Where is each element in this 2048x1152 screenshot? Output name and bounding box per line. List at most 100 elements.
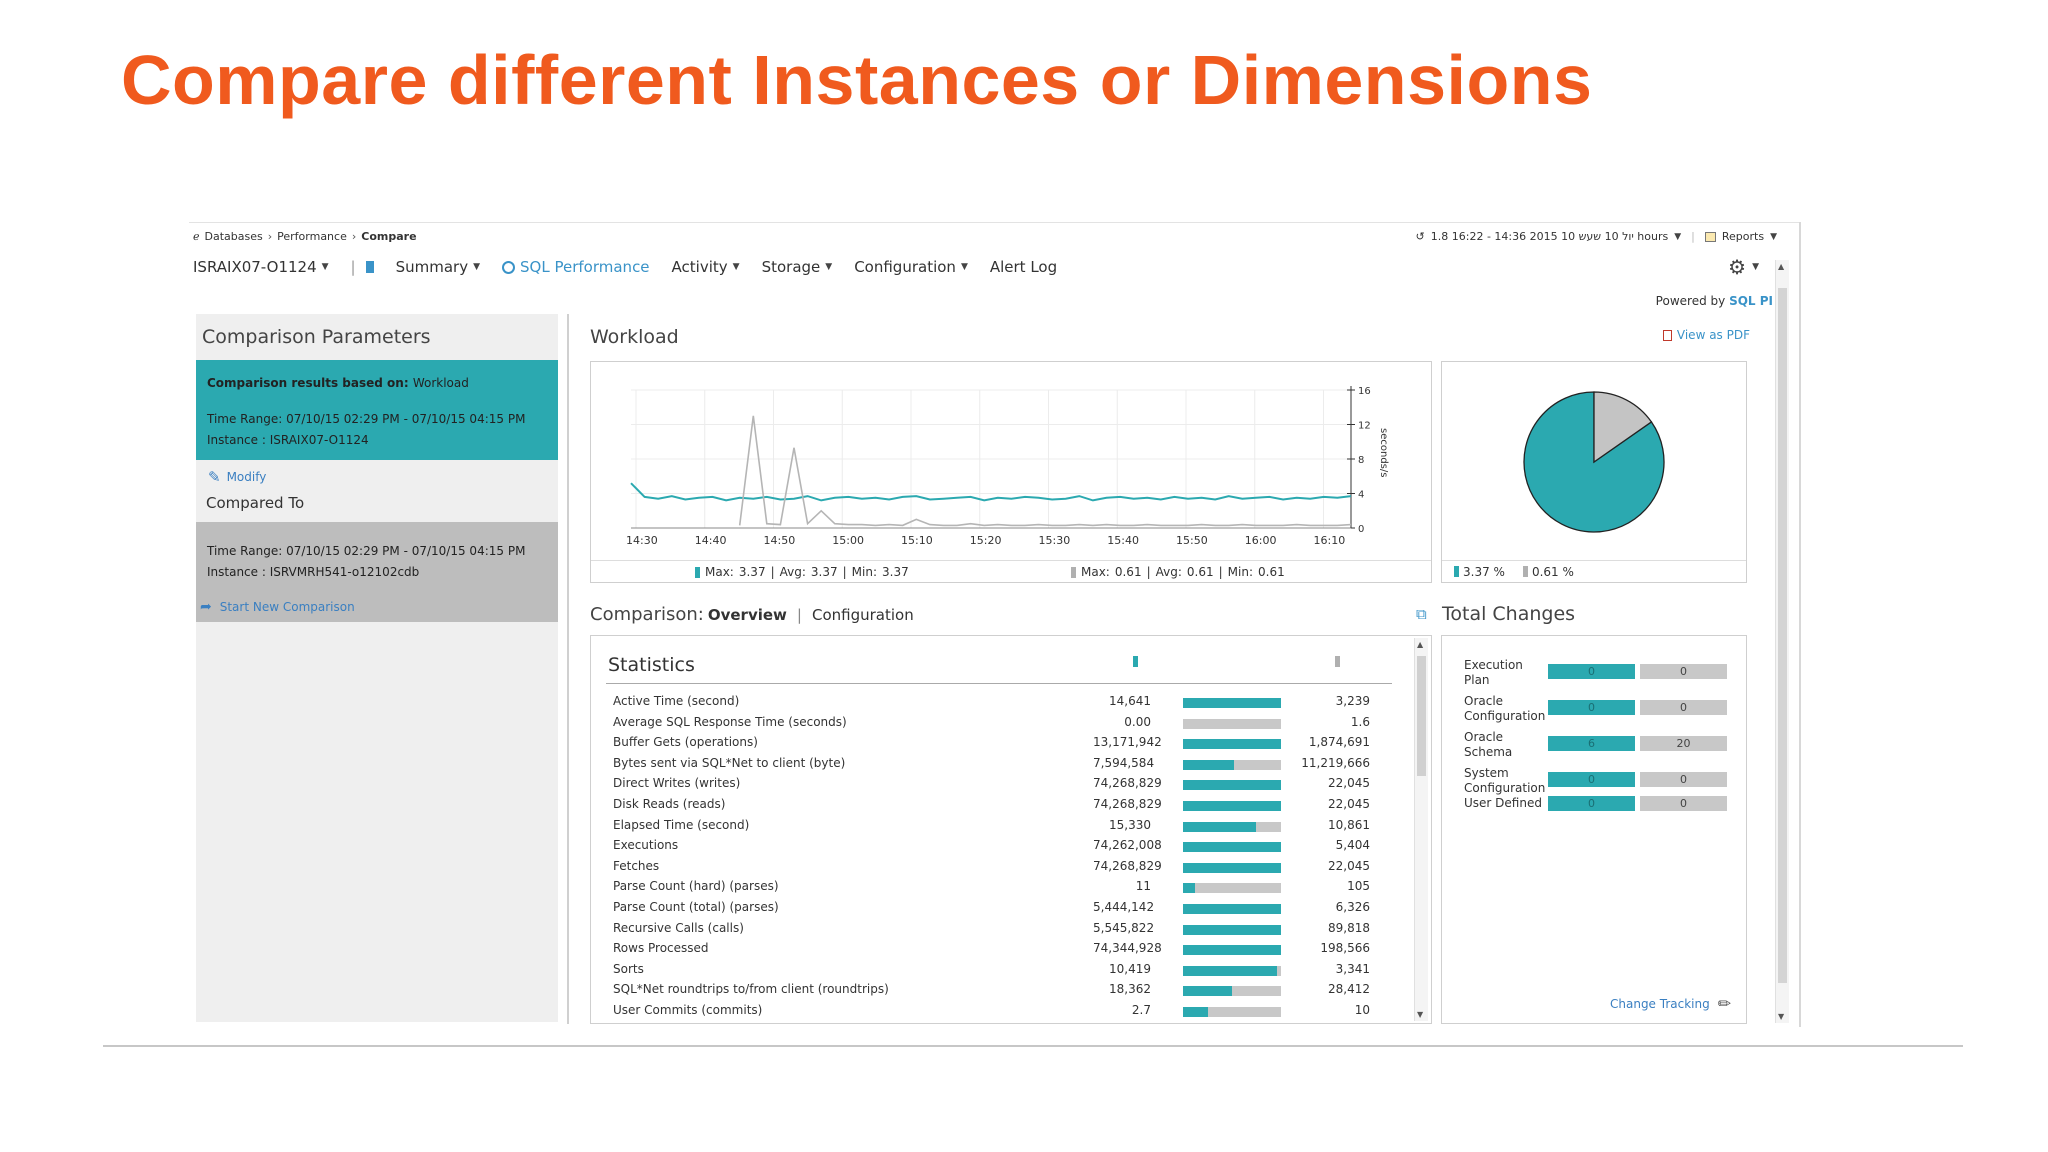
tab-overview[interactable]: Overview [707, 606, 787, 624]
change-count-compared: 0 [1640, 700, 1727, 715]
change-tracking-link[interactable]: Change Tracking ✏ [1610, 994, 1731, 1013]
stat-comparison-bar-fill [1183, 986, 1232, 997]
y-tick-label: 8 [1358, 455, 1364, 466]
legend-series-1: Max: 3.37 | Avg: 3.37 | Min: 3.37 [695, 565, 909, 579]
comparison-basis-label: Comparison results based on: [207, 376, 409, 390]
stat-primary-value: 74,344,928 [1093, 941, 1162, 956]
list-item[interactable]: Oracle Schema 6 20 [1464, 730, 1744, 762]
stat-comparison-bar-fill [1183, 1006, 1209, 1017]
stat-comparison-bar-fill [1183, 883, 1195, 894]
table-row: Direct Writes (writes) 74,268,829 22,045 [613, 773, 1403, 794]
gear-icon: ⚙ [1728, 255, 1747, 279]
comparison-parameters-panel: Comparison Parameters Comparison results… [196, 314, 558, 1022]
nav-sql-performance-label: SQL Performance [520, 258, 650, 276]
stat-primary-value: 5,545,822 [1093, 920, 1155, 935]
legend-separator: | [1146, 565, 1151, 579]
x-tick-label: 15:30 [1039, 534, 1071, 547]
scroll-down-icon[interactable]: ▼ [1778, 1012, 1785, 1021]
nav-storage[interactable]: Storage ▼ [762, 258, 833, 276]
table-row: Parse Count (hard) (parses) 11 105 [613, 876, 1403, 897]
modify-link[interactable]: ✎ Modify [208, 468, 266, 486]
scroll-up-icon[interactable]: ▲ [1417, 640, 1424, 649]
list-item[interactable]: User Defined 0 0 [1464, 796, 1744, 828]
scroll-up-icon[interactable]: ▲ [1778, 262, 1785, 271]
stat-comparison-bar [1183, 842, 1281, 853]
change-count-compared: 0 [1640, 664, 1727, 679]
stat-primary-value: 74,262,008 [1093, 838, 1162, 853]
list-item[interactable]: System Configuration 0 0 [1464, 766, 1744, 798]
edit-icon: ✎ [208, 468, 221, 486]
total-changes-panel: Execution Plan 0 0 Oracle Configuration 0 0 Or… [1441, 635, 1747, 1024]
pie-legend-item-2: 0.61 % [1522, 565, 1574, 579]
workload-line-chart: 14:30 14:40 14:50 15:00 15:10 15:20 15:30 15:40… [590, 361, 1432, 583]
stat-comparison-bar [1183, 698, 1281, 708]
external-link-icon[interactable]: ⧉ [1416, 605, 1427, 623]
nav-configuration[interactable]: Configuration ▼ [854, 258, 968, 276]
list-item[interactable]: Oracle Configuration 0 0 [1464, 694, 1744, 726]
stat-comparison-bar-fill [1183, 842, 1281, 853]
primary-parameters: Comparison results based on: Workload Ti… [196, 360, 558, 460]
tab-configuration[interactable]: Configuration [811, 606, 914, 624]
page-scrollbar-thumb[interactable] [1778, 288, 1787, 983]
view-as-pdf-link[interactable]: View as PDF [1662, 328, 1750, 342]
database-stack-icon[interactable] [365, 261, 374, 273]
stat-primary-value: 18,362 [1109, 982, 1151, 997]
workload-pie-chart-svg [1523, 391, 1665, 533]
legend-min-label: Min: [851, 565, 878, 579]
stat-comparison-bar-fill [1183, 903, 1281, 914]
change-category-label: Execution Plan [1464, 658, 1523, 687]
x-tick-label: 16:10 [1314, 534, 1346, 547]
breadcrumb-separator-icon: › [351, 230, 357, 243]
x-tick-label: 14:30 [626, 534, 658, 547]
y-axis-label: seconds/s [1378, 428, 1389, 477]
instance-selector[interactable]: ISRAIX07-O1124 ▼ [193, 258, 329, 276]
comparison-parameters-title: Comparison Parameters [202, 326, 431, 348]
y-tick-label: 16 [1358, 386, 1371, 397]
slide-title: Compare different Instances or Dimension… [121, 41, 1593, 119]
stat-label: Recursive Calls (calls) [613, 920, 744, 935]
comparison-title: Comparison: [590, 604, 704, 625]
stat-compared-value: 10,861 [1328, 817, 1370, 832]
nav-activity[interactable]: Activity ▼ [672, 258, 740, 276]
scroll-down-icon[interactable]: ▼ [1417, 1010, 1424, 1019]
breadcrumb-performance[interactable]: Performance [277, 230, 347, 243]
stat-comparison-bar [1183, 821, 1281, 832]
breadcrumb-databases[interactable]: Databases [204, 230, 263, 243]
stat-primary-value: 15,330 [1109, 817, 1151, 832]
modify-label: Modify [226, 470, 267, 484]
legend-series-2: Max: 0.61 | Avg: 0.61 | Min: 0.61 [1071, 565, 1285, 579]
slide-divider [103, 1045, 1963, 1047]
reports-menu[interactable]: Reports [1721, 230, 1765, 243]
stat-comparison-bar [1183, 883, 1281, 894]
stat-label: Elapsed Time (second) [613, 817, 750, 832]
sql-performance-icon [502, 260, 516, 274]
stat-label: Direct Writes (writes) [613, 776, 741, 791]
stat-label: Average SQL Response Time (seconds) [613, 714, 847, 729]
stat-comparison-bar [1183, 945, 1281, 956]
primary-instance: Instance : ISRAIX07-O1124 [207, 433, 369, 447]
stat-comparison-bar [1183, 986, 1281, 997]
stat-primary-value: 11 [1135, 879, 1151, 894]
x-tick-label: 16:00 [1245, 534, 1277, 547]
start-new-comparison-link[interactable]: ➦ Start New Comparison [200, 599, 355, 615]
nav-sql-performance[interactable]: SQL Performance [502, 258, 650, 276]
statistics-scrollbar[interactable]: ▲ ▼ [1414, 638, 1428, 1021]
stat-comparison-bar-fill [1183, 924, 1281, 935]
time-range-selector[interactable]: ↺ 1.8 16:22 - 14:36 2015 יול 10 שעש 10 h… [1416, 230, 1777, 243]
stat-compared-value: 1.6 [1350, 714, 1370, 729]
nav-alert-log[interactable]: Alert Log [990, 258, 1057, 276]
list-item[interactable]: Execution Plan 0 0 [1464, 658, 1744, 690]
stat-label: Active Time (second) [613, 694, 740, 708]
pie-legend-item-1: 3.37 % [1454, 565, 1505, 579]
pie-legend-label-1: 3.37 % [1463, 564, 1505, 579]
chevron-down-icon: ▼ [473, 262, 481, 272]
chevron-down-icon: ▼ [1752, 262, 1759, 272]
statistics-scrollbar-thumb[interactable] [1417, 656, 1426, 776]
legend-min-value: 3.37 [882, 565, 909, 579]
page-scrollbar[interactable]: ▲ ▼ [1775, 260, 1789, 1023]
chevron-down-icon: ▼ [960, 262, 968, 272]
stat-comparison-bar [1183, 800, 1281, 811]
chevron-down-icon: ▼ [1674, 231, 1682, 242]
nav-summary[interactable]: Summary ▼ [396, 258, 480, 276]
settings-menu[interactable]: ⚙ ▼ [1728, 255, 1759, 279]
